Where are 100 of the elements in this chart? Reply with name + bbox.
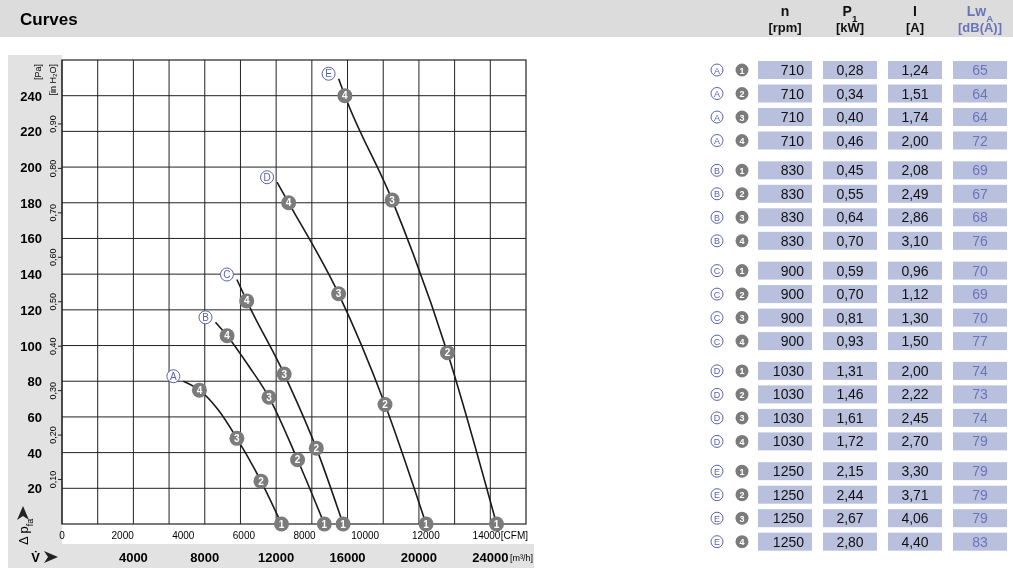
annotation: 4 [224, 330, 231, 342]
annotation: 1 [493, 518, 500, 530]
text: 0,45 [836, 162, 864, 179]
text: 79 [972, 510, 988, 527]
text: 710 [780, 109, 804, 125]
annotation: 2 [382, 398, 389, 410]
series-label: C [223, 269, 231, 281]
annotation: 1 [278, 518, 285, 530]
x-axis-title: V̇ [31, 550, 41, 565]
text: 1,61 [836, 409, 864, 426]
y-tick-label: 220 [20, 124, 42, 140]
text: 2,45 [901, 409, 929, 426]
text: 2,49 [901, 185, 929, 202]
x-tick-label: 20000 [400, 550, 437, 565]
text: [Pa] [33, 64, 43, 81]
y-tick-label: 100 [20, 338, 42, 354]
category-label: D 4 [713, 436, 745, 447]
text: 2,00 [901, 362, 929, 379]
y2-tick-label: 0,90 [48, 115, 58, 133]
text: 900 [780, 309, 804, 326]
y-tick-label: 80 [27, 374, 42, 390]
y2-tick-label: 0,60 [48, 248, 58, 267]
text: 2,44 [836, 486, 864, 503]
text: 830 [780, 185, 804, 202]
category-label: E 2 [713, 490, 745, 501]
annotation: 3 [389, 194, 396, 206]
x2-tick-label: 10000 [351, 530, 380, 541]
category-label: B 2 [713, 189, 745, 200]
text: 2,00 [901, 132, 929, 149]
text: 67 [972, 185, 988, 202]
category-label: E 4 [713, 537, 745, 548]
text: 2,70 [901, 433, 929, 450]
text: 0,81 [836, 309, 864, 326]
category-label: A 4 [713, 136, 745, 146]
y-tick-label: 120 [20, 302, 42, 318]
text: 0,46 [836, 132, 864, 149]
annotation: 4 [342, 90, 349, 102]
text: 2,08 [901, 162, 929, 179]
text: 1,12 [901, 286, 929, 303]
text: 3,71 [901, 486, 929, 503]
y2-tick-label: 0,20 [48, 426, 58, 444]
y2-tick-label: 0,50 [48, 292, 58, 311]
text: 0,55 [836, 185, 864, 202]
annotation: 3 [281, 368, 288, 380]
text: 900 [780, 286, 804, 303]
category-label: D 1 [713, 366, 745, 377]
text: 3,10 [901, 232, 929, 249]
category-label: C 2 [713, 289, 745, 300]
y-tick-label: 240 [20, 88, 42, 104]
annotation: 4 [285, 197, 292, 209]
text: 69 [972, 286, 988, 303]
text: 900 [780, 333, 804, 350]
text: 79 [972, 486, 988, 503]
chart-title: Curves [20, 10, 78, 29]
text: 2,15 [836, 463, 864, 480]
text: 69 [972, 162, 988, 179]
category-label: I [A] [905, 3, 925, 35]
text: 79 [972, 433, 988, 450]
text: 4,40 [901, 533, 929, 550]
series-label: E [325, 68, 333, 80]
text: 1,24 [901, 62, 929, 78]
annotation: 2 [444, 347, 451, 359]
text: 1030 [772, 362, 804, 379]
text: 0,34 [836, 85, 864, 102]
text: 77 [972, 333, 988, 350]
text: 710 [780, 62, 804, 78]
category-label: A 3 [713, 112, 745, 123]
text: 68 [972, 209, 988, 226]
text: 1,50 [901, 333, 929, 350]
category-label: D 3 [713, 413, 745, 424]
text: 1,74 [901, 109, 929, 125]
text: 2,67 [836, 510, 864, 527]
y2-tick-label: 0,70 [48, 204, 58, 222]
text: 1,31 [836, 362, 864, 379]
category-label: P$_{1}$ [kW] [835, 3, 865, 35]
category-label: D 2 [713, 389, 745, 400]
annotation: 4 [196, 384, 203, 396]
text: 0,59 [836, 262, 864, 279]
category-label: A 2 [713, 89, 745, 99]
y-tick-label: 140 [20, 267, 42, 283]
category-label: E 1 [713, 466, 745, 477]
y-tick-label: 180 [20, 195, 42, 211]
text: 0,28 [836, 62, 864, 78]
y2-axis-title: [in H₂O] [48, 64, 58, 96]
text: 76 [972, 232, 988, 249]
text: 65 [972, 62, 988, 78]
text: 64 [972, 85, 988, 102]
category-label: C 1 [713, 266, 745, 277]
annotation: 2 [313, 442, 320, 454]
text: 4,06 [901, 510, 929, 527]
text: 1030 [772, 433, 804, 450]
x2-tick-label: 6000 [232, 530, 256, 541]
y-tick-label: 40 [27, 445, 42, 461]
text: 1,30 [901, 309, 929, 326]
category-label: Lw$_{A}$ [dB(A)] [957, 3, 1003, 35]
series-label: A [170, 370, 178, 382]
annotation: 3 [266, 391, 273, 403]
text: 830 [780, 232, 804, 249]
text: 2,86 [901, 209, 929, 226]
x2-axis-title: [CFM] [500, 530, 529, 541]
